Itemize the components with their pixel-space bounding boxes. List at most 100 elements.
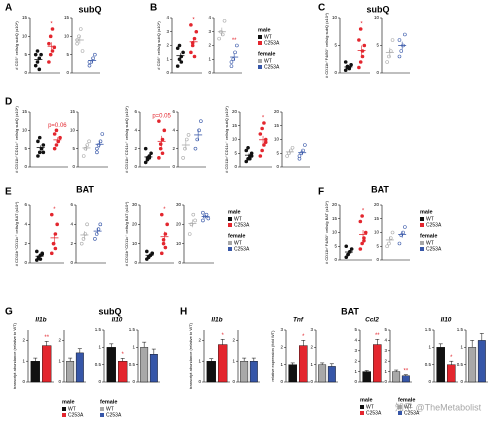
- bar: [206, 361, 216, 383]
- dot: [189, 23, 193, 27]
- y-tick-label: 1: [132, 345, 135, 350]
- y-tick-label: 10: [70, 128, 76, 133]
- section-title: subQ: [366, 4, 389, 14]
- y-axis-label: # CD3⁺ cells/g subQ (x10⁴): [14, 21, 19, 70]
- y-tick-label: 4: [70, 222, 73, 227]
- dot: [177, 43, 182, 48]
- dot: [87, 139, 91, 144]
- dot: [93, 52, 97, 57]
- y-tick-label: 0: [72, 164, 75, 169]
- y-tick-label: 0: [428, 379, 431, 384]
- y-tick-label: 0: [134, 164, 137, 169]
- y-tick-label: 1: [460, 345, 463, 350]
- y-tick-label: 0.5: [129, 362, 136, 367]
- y-axis-label: # CD11b⁻CD11c⁺ cells/g subQ (x10⁴): [124, 105, 129, 172]
- y-tick-label: 1: [384, 369, 387, 374]
- dot: [87, 63, 92, 68]
- dot: [235, 43, 239, 48]
- y-tick-label: 20: [374, 202, 380, 207]
- section-title: BAT: [371, 184, 389, 194]
- legend-label: WT: [426, 216, 434, 222]
- y-tick-label: 0.5: [457, 362, 464, 367]
- dot: [79, 241, 84, 246]
- dot: [362, 43, 367, 48]
- annotation: *: [53, 207, 56, 213]
- y-tick-label: 4: [172, 128, 175, 133]
- dot: [358, 60, 363, 64]
- legend-label: WT: [264, 34, 272, 40]
- dot: [47, 60, 51, 64]
- dot: [187, 232, 192, 236]
- dot: [248, 156, 252, 161]
- bar: [218, 344, 228, 383]
- bar: [436, 347, 446, 383]
- annotation: **: [404, 368, 409, 374]
- y-tick-label: 1: [208, 56, 211, 61]
- legend-label: C253A: [234, 222, 250, 228]
- y-tick-label: 2: [22, 338, 25, 343]
- dot: [297, 154, 302, 158]
- panel-label: D: [5, 97, 12, 108]
- dot: [80, 49, 85, 53]
- y-tick-label: 5: [234, 150, 237, 155]
- dot: [357, 65, 361, 70]
- dot: [399, 49, 404, 53]
- dot: [41, 150, 46, 155]
- section-title: BAT: [341, 306, 359, 316]
- dot: [260, 126, 264, 131]
- annotation: **: [232, 38, 237, 44]
- panel-label: F: [318, 187, 324, 198]
- dot: [36, 154, 40, 158]
- dot: [303, 143, 307, 147]
- dot: [58, 135, 62, 140]
- dot: [181, 156, 185, 160]
- panel-label: C: [318, 3, 325, 14]
- y-tick-label: 15: [22, 109, 28, 114]
- y-tick-label: 2: [232, 338, 235, 343]
- y-tick-label: 3: [310, 327, 313, 332]
- dot: [37, 67, 42, 72]
- dot: [290, 145, 295, 150]
- dot: [349, 247, 354, 251]
- dot: [262, 121, 266, 125]
- legend-swatch: [228, 247, 232, 251]
- bar: [318, 364, 327, 383]
- legend-swatch: [100, 413, 104, 417]
- dot: [258, 154, 263, 158]
- section-title: BAT: [76, 184, 94, 194]
- dot: [362, 238, 366, 243]
- y-axis-label: # CD11b⁺F4/80⁺ cells/g subQ (x10⁴): [324, 12, 329, 78]
- annotation: **: [44, 335, 49, 341]
- y-tick-label: 20: [132, 222, 138, 227]
- y-tick-label: 20: [232, 109, 238, 114]
- dot: [194, 29, 199, 34]
- y-tick-label: 1.5: [129, 327, 136, 332]
- legend-label: WT: [234, 240, 242, 246]
- dot: [158, 146, 163, 151]
- bar: [240, 361, 249, 383]
- y-tick-label: 10: [274, 137, 280, 142]
- dot: [263, 140, 268, 145]
- annotation: **: [375, 333, 380, 339]
- dot: [48, 34, 53, 39]
- dot: [159, 251, 164, 256]
- legend-title: male: [228, 209, 241, 215]
- y-tick-label: 1: [22, 358, 25, 363]
- legend-title: female: [100, 399, 117, 405]
- y-tick-label: 2: [24, 241, 27, 246]
- dot: [181, 50, 185, 55]
- y-tick-label: 3: [208, 29, 211, 34]
- dot: [145, 249, 149, 254]
- y-axis-label: # CD11b⁺CD11c⁺ cells/g subQ (x10⁴): [14, 105, 19, 172]
- dot: [258, 132, 263, 136]
- y-tick-label: 6: [24, 202, 27, 207]
- dot: [358, 27, 363, 31]
- y-tick-label: 20: [274, 109, 280, 114]
- dot: [360, 54, 365, 59]
- dot: [143, 146, 148, 151]
- dot: [229, 64, 234, 68]
- bar: [373, 344, 382, 383]
- dot: [244, 159, 249, 164]
- dot: [51, 241, 56, 246]
- y-tick-label: 4: [134, 128, 137, 133]
